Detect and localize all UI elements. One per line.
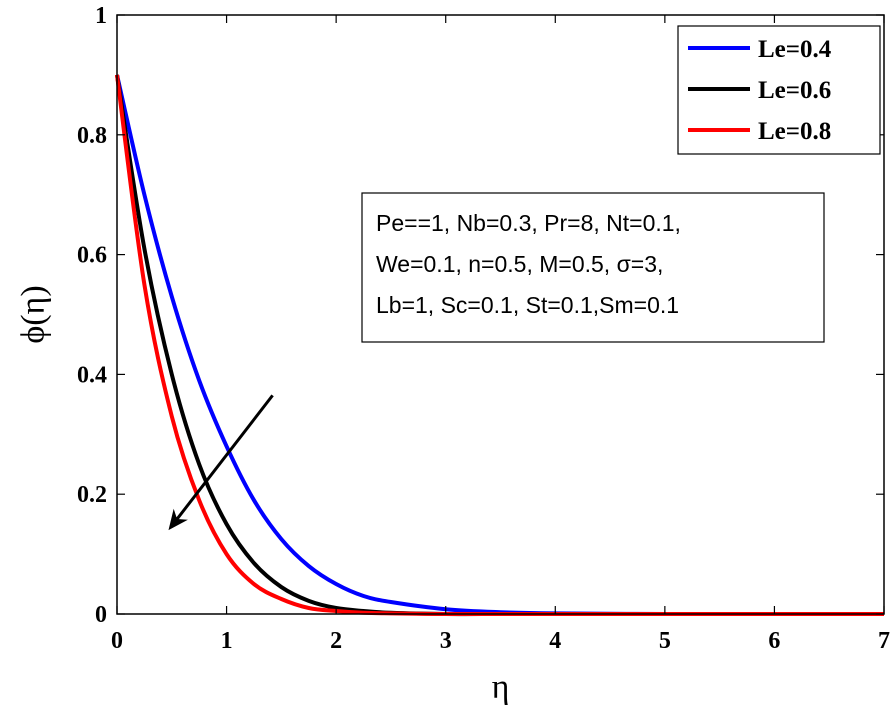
y-tick-label: 0.6: [77, 243, 107, 269]
legend: Le=0.4 Le=0.6 Le=0.8: [677, 25, 881, 155]
x-tick-label: 7: [878, 628, 890, 654]
x-tick-label: 5: [659, 628, 671, 654]
legend-label: Le=0.6: [758, 77, 831, 104]
trend-arrow: [168, 394, 274, 531]
y-tick-label: 0.4: [77, 362, 107, 388]
axis-ticks: 0 1 2 3 4 5 6 7 0 0.2 0.4 0.6 0.8 1: [77, 3, 890, 654]
x-axis-label: η: [492, 669, 510, 706]
legend-label: Le=0.4: [758, 36, 832, 63]
y-tick-label: 0.2: [77, 482, 107, 508]
x-tick-label: 4: [549, 628, 561, 654]
y-tick-label: 0.8: [77, 123, 107, 149]
plot-frame: [116, 14, 885, 615]
x-tick-label: 6: [768, 628, 780, 654]
series-lines: [115, 74, 884, 617]
arrow-shaft: [175, 394, 274, 520]
parameter-line: We=0.1, n=0.5, M=0.5, σ=3,: [376, 251, 663, 277]
y-tick-label: 1: [95, 3, 107, 29]
legend-label: Le=0.8: [758, 118, 831, 145]
series-line-2: [115, 74, 884, 617]
parameter-box: Pe==1, Nb=0.3, Pr=8, Nt=0.1, We=0.1, n=0.…: [361, 192, 825, 343]
arrow-head: [168, 508, 188, 531]
y-tick-label: 0: [95, 602, 107, 628]
x-tick-label: 3: [440, 628, 452, 654]
x-tick-label: 0: [111, 628, 123, 654]
x-tick-label: 1: [221, 628, 233, 654]
parameter-line: Lb=1, Sc=0.1, St=0.1,Sm=0.1: [376, 292, 679, 318]
y-axis-label: ϕ(η): [15, 285, 52, 343]
parameter-box-frame: [361, 192, 825, 343]
parameter-line: Pe==1, Nb=0.3, Pr=8, Nt=0.1,: [376, 210, 681, 236]
x-tick-label: 2: [330, 628, 342, 654]
